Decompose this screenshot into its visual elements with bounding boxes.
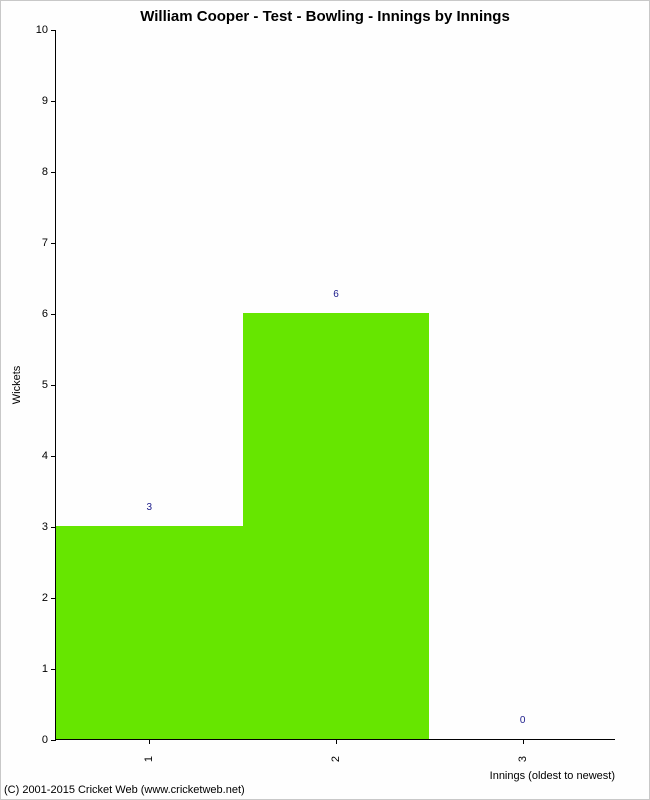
ytick-label: 5: [42, 379, 56, 391]
ytick-label: 7: [42, 237, 56, 249]
xtick-mark: [523, 739, 524, 744]
xtick-mark: [149, 739, 150, 744]
bar: [243, 313, 430, 739]
ytick-label: 8: [42, 166, 56, 178]
xtick-label: 3: [517, 756, 529, 762]
ytick-label: 6: [42, 308, 56, 320]
copyright-text: (C) 2001-2015 Cricket Web (www.cricketwe…: [4, 784, 245, 796]
bar-value-label: 3: [147, 502, 153, 513]
ytick-label: 0: [42, 734, 56, 746]
chart-title: William Cooper - Test - Bowling - Inning…: [0, 8, 650, 25]
ytick-label: 4: [42, 450, 56, 462]
xtick-mark: [336, 739, 337, 744]
bar: [56, 526, 243, 739]
bar-value-label: 6: [333, 289, 339, 300]
ytick-label: 2: [42, 592, 56, 604]
ytick-label: 3: [42, 521, 56, 533]
plot-area: 012345678910132630: [55, 30, 615, 740]
xtick-label: 2: [330, 756, 342, 762]
y-axis-label: Wickets: [11, 366, 23, 405]
ytick-label: 10: [36, 24, 56, 36]
ytick-label: 1: [42, 663, 56, 675]
x-axis-label: Innings (oldest to newest): [490, 770, 615, 782]
ytick-label: 9: [42, 95, 56, 107]
bar-value-label: 0: [520, 715, 526, 726]
xtick-label: 1: [143, 756, 155, 762]
